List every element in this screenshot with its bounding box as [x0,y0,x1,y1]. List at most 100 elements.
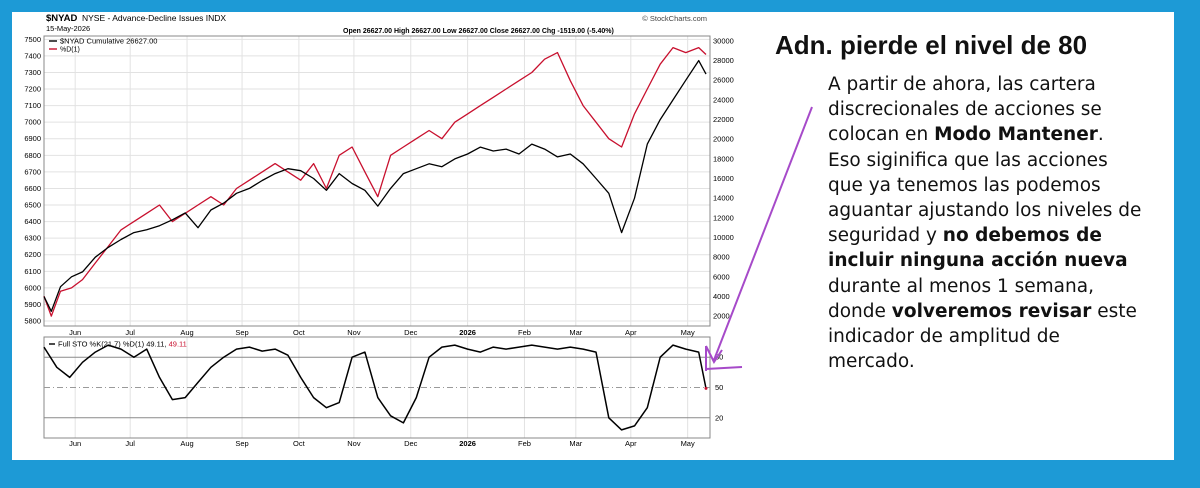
message-fragment: discrecionales de acciones se [828,99,1102,121]
x-tick-label: Feb [518,439,531,448]
left-tick-label: 6000 [24,283,41,292]
message-fragment: durante al menos 1 semana, [828,275,1094,297]
x-tick-label: Dec [404,328,418,337]
x-tick-label: Aug [180,439,193,448]
x-tick-label: Nov [347,439,361,448]
left-tick-label: 7000 [24,118,41,127]
left-tick-label: 6300 [24,234,41,243]
sto-title: Full STO %K(21,7) %D(1) 49.11, [58,340,167,349]
oscillator-tick-label: 20 [715,413,723,422]
message-fragment: colocan en [828,124,935,146]
x-tick-label: Sep [235,439,248,448]
left-tick-label: 6800 [24,151,41,160]
symbol-title: $NYAD [46,13,77,24]
right-tick-label: 2000 [713,312,730,321]
main-chart-grid [44,36,710,326]
message-emphasis: volveremos revisar [891,300,1092,322]
source-label: © StockCharts.com [642,14,707,23]
annotation-arrow-long [713,106,813,361]
right-tick-label: 12000 [713,213,734,222]
message-fragment: aguantar ajustando los niveles de [828,200,1142,222]
left-tick-label: 5800 [24,317,41,326]
sto-legend-label: Full STO %K(21,7) %D(1) 49.11, 49.11 [58,340,187,349]
message-fragment: mercado. [828,351,915,373]
left-tick-label: 6900 [24,134,41,143]
sto-d-point [704,386,708,390]
message-line: incluir ninguna acción nueva [828,248,1168,273]
message-emphasis: no debemos de [942,225,1102,247]
x-tick-label: Jul [125,328,135,337]
axis-labels: Jun Jun Jul Jul Aug Aug Sep Sep Oct Oct Nov Nov Dec D… [24,35,734,448]
left-tick-label: 5900 [24,300,41,309]
ohlc-readout: Open 26627.00 High 26627.00 Low 26627.00… [343,28,614,35]
legend-spx: %D(1) [60,47,80,54]
x-tick-label: Jul [125,439,135,448]
left-tick-label: 7100 [24,101,41,110]
series-layer [43,46,708,431]
right-tick-label: 4000 [713,292,730,301]
left-tick-label: 6500 [24,201,41,210]
sto-k-line [43,344,707,431]
annotation-arrow-short [705,366,743,370]
right-tick-label: 24000 [713,95,734,104]
message-fragment: Eso siginifica que las acciones [828,149,1108,171]
left-tick-label: 7300 [24,68,41,77]
annotation-arrowhead [705,345,723,364]
x-tick-label: Sep [235,328,248,337]
main-legend: $NYAD Cumulative 26627.00 %D(1) [49,37,157,54]
message-emphasis: incluir ninguna acción nueva [828,250,1128,272]
x-tick-label: May [681,328,695,337]
left-tick-label: 6100 [24,267,41,276]
message-fragment: seguridad y [828,225,943,247]
right-tick-label: 6000 [713,272,730,281]
main-chart-frame [43,35,711,327]
x-tick-label: Feb [518,328,531,337]
message-line: discrecionales de acciones se [828,97,1168,122]
message-fragment: donde [828,300,892,322]
right-tick-label: 8000 [713,253,730,262]
message-line: durante al menos 1 semana, [828,274,1168,299]
message-emphasis: Modo Mantener [934,124,1098,146]
right-tick-label: 22000 [713,115,734,124]
left-tick-label: 6600 [24,184,41,193]
right-tick-label: 14000 [713,194,734,203]
message-line: indicador de amplitud de [828,324,1168,349]
chart-panel [12,12,1174,460]
message-text: A partir de ahora, las cartera discrecion… [828,72,1168,374]
message-fragment: este [1091,300,1137,322]
right-tick-label: 30000 [713,36,734,45]
left-tick-label: 6400 [24,217,41,226]
x-tick-label: Jun [69,439,81,448]
right-tick-label: 10000 [713,233,734,242]
nyad-series-line [43,59,707,312]
date-label: 15-May-2026 [46,24,90,33]
message-fragment: A partir de ahora, las cartera [828,74,1096,95]
x-tick-label: Aug [180,328,193,337]
oscillator-tick-label: 80 [715,353,723,362]
right-tick-label: 18000 [713,154,734,163]
message-line: seguridad y no debemos de [828,223,1168,248]
x-tick-label: Nov [347,328,361,337]
right-tick-label: 28000 [713,56,734,65]
description-title: NYSE - Advance-Decline Issues INDX [82,13,226,23]
sto-title-value: 49.11 [169,340,187,349]
left-tick-label: 7200 [24,85,41,94]
message-line: donde volveremos revisar este [828,299,1168,324]
headline: Adn. pierde el nivel de 80 [775,30,1088,60]
oscillator-legend: Full STO %K(21,7) %D(1) 49.11, 49.11 [49,340,187,349]
message-line: Eso siginifica que las acciones [828,148,1168,173]
x-tick-label: May [681,439,695,448]
message-line: mercado. [828,349,1168,374]
left-tick-label: 7400 [24,51,41,60]
x-tick-label: Mar [569,439,582,448]
left-tick-label: 6200 [24,250,41,259]
oscillator-tick-label: 50 [715,383,723,392]
message-line: aguantar ajustando los niveles de [828,198,1168,223]
x-tick-label: Jun [69,328,81,337]
message-fragment: que ya tenemos las podemos [828,174,1101,196]
left-tick-label: 7500 [24,35,41,44]
left-tick-label: 6700 [24,167,41,176]
spx-series-line [43,46,707,317]
